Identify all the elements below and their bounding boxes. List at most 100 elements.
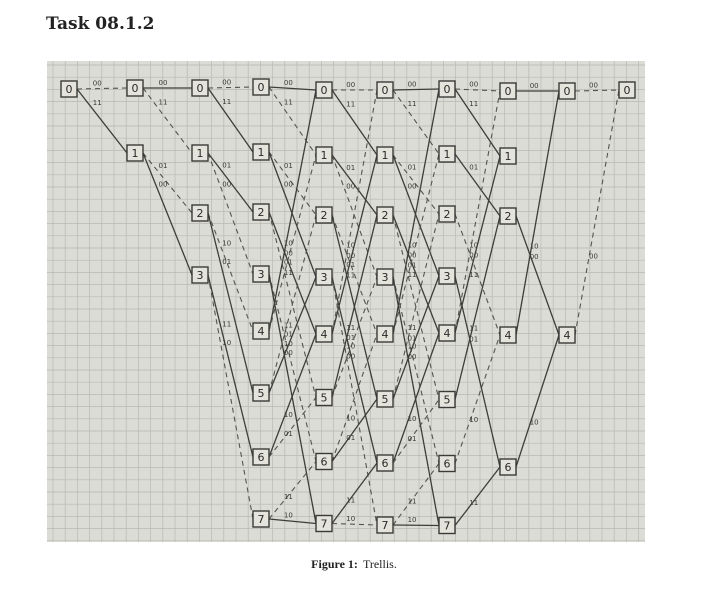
trellis-node-label: 2	[382, 209, 389, 222]
trellis-node-label: 2	[321, 209, 328, 222]
edge-label: 00	[284, 181, 293, 189]
trellis-edge	[392, 89, 440, 155]
trellis-node	[315, 206, 333, 224]
trellis-node-label: 6	[258, 451, 265, 464]
edge-label: 11	[408, 100, 417, 108]
edge-label: 11	[222, 321, 231, 329]
trellis-edge	[331, 522, 378, 526]
edge-label: 00	[284, 250, 293, 258]
trellis-node	[315, 268, 333, 286]
trellis-node	[376, 390, 394, 408]
trellis-node-label: 1	[132, 147, 139, 160]
trellis-node-label: 7	[444, 520, 451, 533]
trellis-node	[438, 324, 456, 342]
edge-label: 01	[346, 434, 355, 442]
trellis-node-label: 3	[321, 271, 328, 284]
edge-label: 01	[222, 258, 231, 266]
edge-label: 01	[284, 162, 293, 170]
edge-label: 11	[469, 100, 478, 108]
trellis-node	[499, 458, 517, 476]
trellis-edge	[268, 89, 317, 332]
trellis-edge	[207, 274, 254, 520]
trellis-node-label: 7	[321, 518, 328, 531]
trellis-node	[438, 390, 456, 409]
trellis-edge	[207, 152, 254, 275]
edge-label: 11	[159, 99, 168, 107]
trellis-node	[376, 454, 394, 472]
trellis-node-label: 6	[444, 458, 451, 471]
trellis-edge	[454, 466, 501, 526]
trellis-node	[191, 79, 209, 97]
edge-label: 01	[284, 259, 293, 267]
trellis-node-label: 0	[321, 84, 328, 97]
trellis-node	[618, 81, 636, 99]
edge-label: 11	[222, 98, 231, 106]
trellis-node-label: 0	[564, 85, 571, 98]
trellis-node	[252, 510, 270, 528]
edge-label: 00	[408, 353, 417, 361]
trellis-node	[376, 206, 394, 224]
trellis-node-label: 5	[321, 392, 328, 405]
edge-label: 00	[222, 79, 231, 87]
trellis-node	[252, 265, 270, 283]
trellis-node	[252, 203, 270, 221]
trellis-edge	[392, 213, 440, 400]
trellis-node	[315, 452, 333, 471]
trellis-node	[252, 384, 270, 402]
edge-label: 01	[346, 261, 355, 269]
trellis-node-label: 1	[382, 149, 389, 162]
trellis-node	[376, 146, 394, 164]
edge-label: 11	[346, 271, 355, 279]
trellis-node-label: 2	[197, 207, 204, 220]
trellis-edge	[268, 518, 317, 525]
trellis-node	[315, 146, 333, 164]
trellis-edge	[268, 86, 317, 91]
trellis-edge	[454, 88, 501, 92]
trellis-edge	[207, 152, 254, 213]
edge-label: 00	[222, 180, 231, 188]
trellis-edge	[331, 154, 378, 335]
edge-label: 01	[408, 335, 417, 343]
edge-label: 11	[346, 324, 355, 332]
edge-label: 01	[222, 162, 231, 170]
trellis-node-label: 1	[505, 150, 512, 163]
trellis-edge	[574, 89, 620, 336]
edge-label: 10	[469, 241, 478, 249]
trellis-edge	[268, 86, 317, 156]
trellis-node	[438, 454, 456, 473]
trellis-edge	[207, 86, 254, 89]
trellis-node-label: 5	[382, 393, 389, 406]
trellis-node	[499, 207, 517, 225]
trellis-edge	[331, 89, 378, 156]
trellis-edge	[268, 211, 317, 398]
trellis-drawing: 0011001101000011010010011110001101001001…	[47, 61, 645, 542]
edge-label: 01	[408, 261, 417, 269]
edge-label: 10	[469, 416, 478, 424]
edge-label: 00	[346, 352, 355, 360]
trellis-node-label: 4	[382, 328, 389, 341]
edge-label: 11	[469, 499, 478, 507]
trellis-edge	[268, 211, 317, 335]
trellis-edge	[268, 461, 317, 520]
trellis-edge	[454, 334, 501, 464]
edge-label: 10	[408, 415, 417, 423]
trellis-node	[126, 144, 144, 162]
trellis-edge	[392, 332, 440, 464]
trellis-edge	[268, 154, 317, 332]
edge-label: 01	[469, 335, 478, 343]
edge-label: 00	[346, 252, 355, 260]
trellis-edge	[207, 212, 254, 332]
edge-label: 01	[469, 164, 478, 172]
trellis-edge	[515, 90, 560, 336]
trellis-edge	[331, 333, 378, 462]
trellis-node	[558, 82, 576, 100]
trellis-node	[558, 326, 576, 344]
trellis-edge	[331, 276, 378, 464]
trellis-node-label: 4	[444, 327, 451, 340]
edge-label: 11	[284, 269, 293, 277]
trellis-edge	[454, 213, 501, 336]
trellis-node	[315, 81, 333, 99]
caption-label: Figure 1:	[311, 557, 358, 571]
edge-label: 00	[589, 253, 598, 261]
trellis-node-label: 6	[321, 456, 328, 469]
